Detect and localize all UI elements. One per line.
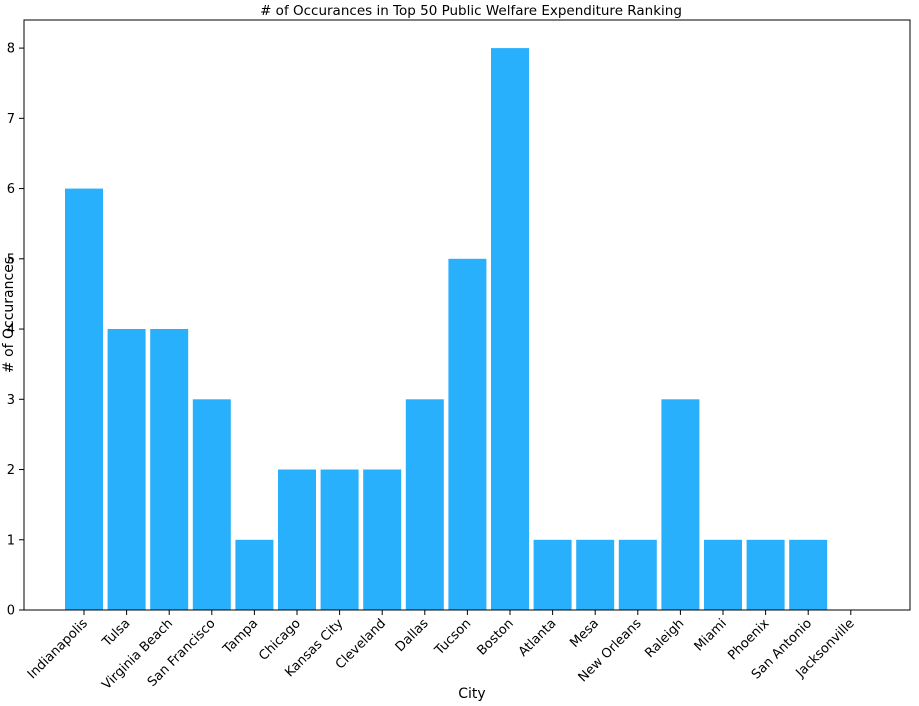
x-tick-label: Miami: [692, 616, 730, 654]
bar-indianapolis: [65, 188, 103, 610]
bar-san-antonio: [789, 539, 828, 610]
bar-kansas-city: [320, 469, 359, 610]
x-tick-label: Atlanta: [516, 616, 560, 660]
x-tick-label: Boston: [474, 616, 516, 658]
y-tick-label: 6: [7, 182, 15, 197]
bar-atlanta: [533, 539, 572, 610]
x-tick-label: Tucson: [432, 616, 475, 659]
bar-raleigh: [661, 399, 700, 610]
bar-tucson: [448, 258, 487, 610]
x-tick-label: Mesa: [567, 616, 602, 651]
y-axis-label: # of Occurances: [1, 257, 17, 373]
x-tick-label: Dallas: [393, 616, 432, 655]
chart-title: # of Occurances in Top 50 Public Welfare…: [260, 3, 682, 19]
y-tick-label: 4: [7, 323, 15, 338]
bar-cleveland: [363, 469, 402, 610]
bar-chicago: [278, 469, 316, 610]
x-tick-label: Tampa: [220, 616, 261, 657]
x-tick-label: Raleigh: [642, 616, 687, 661]
bar-boston: [491, 48, 529, 611]
bar-dallas: [405, 399, 444, 610]
bar-miami: [704, 539, 742, 610]
bar-san-francisco: [192, 399, 231, 610]
y-tick-label: 0: [7, 604, 15, 619]
bar-tampa: [235, 539, 274, 610]
y-tick-label: 5: [7, 252, 15, 267]
y-tick-label: 7: [7, 112, 15, 127]
x-tick-label: Tulsa: [99, 616, 133, 650]
bar-new-orleans: [618, 539, 657, 610]
bar-virginia-beach: [150, 329, 189, 610]
bar-mesa: [576, 539, 615, 610]
x-axis-label: City: [458, 686, 485, 702]
bars-group: [65, 48, 828, 611]
y-axis: 0 1 2 3 4 5 6 7 8: [7, 42, 24, 619]
y-tick-label: 3: [7, 393, 15, 408]
y-tick-label: 8: [7, 42, 15, 57]
x-tick-label: Indianapolis: [25, 616, 91, 682]
y-tick-label: 1: [7, 533, 15, 548]
bar-tulsa: [107, 329, 146, 610]
bar-phoenix: [746, 539, 785, 610]
y-tick-label: 2: [7, 463, 15, 478]
